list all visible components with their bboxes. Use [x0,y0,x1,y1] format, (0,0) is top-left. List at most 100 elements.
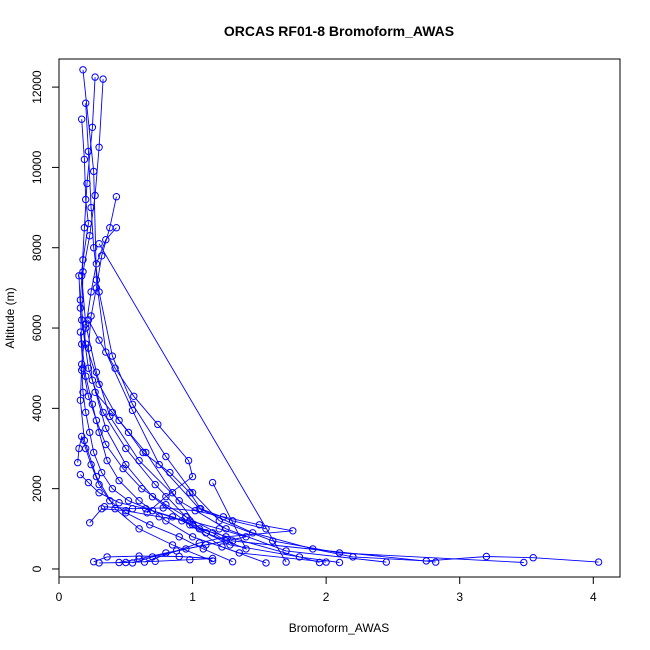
data-point [119,464,127,473]
data-point [186,517,194,525]
data-point [432,558,440,566]
data-point [95,489,103,497]
data-point [235,549,244,557]
data-point [168,513,177,521]
data-point [87,203,95,212]
data-point [135,525,143,533]
data-point [122,507,130,515]
data-point [188,472,197,481]
series-line [79,227,213,562]
data-point [148,493,157,501]
data-point [168,541,177,549]
data-point [215,517,224,525]
y-tick-label: 10000 [30,150,44,184]
data-point [168,489,177,497]
data-point [175,497,183,505]
data-point [95,380,103,388]
data-point [151,480,159,489]
data-point [335,549,344,557]
data-point [90,448,98,457]
data-point [90,558,98,566]
y-tick-label: 2000 [30,475,44,502]
data-point [146,521,154,529]
y-tick-label: 0 [30,565,44,572]
data-point [242,545,250,553]
series-line [94,392,267,530]
data-point [122,509,130,517]
data-point [84,147,93,156]
series-8 [95,240,290,566]
series-1 [79,66,603,566]
series-line [82,69,599,563]
data-point [102,440,110,449]
data-point [102,348,110,356]
data-point [222,537,230,545]
y-axis-label: Altitude (m) [3,287,17,348]
data-point [106,497,114,505]
data-point [242,533,250,541]
series-7 [76,224,217,565]
data-point [269,537,277,545]
y-tick-label: 4000 [30,395,44,422]
series-line [88,319,194,514]
data-point [115,476,123,485]
data-point [99,75,107,83]
data-point [92,260,101,268]
series-line [93,555,213,564]
data-point [208,529,217,537]
data-point [95,240,103,248]
series-line [98,243,287,563]
data-point [74,458,82,467]
x-tick-label: 2 [323,590,330,604]
data-point [115,416,123,425]
data-point [219,513,228,521]
series-11 [78,366,250,553]
x-axis-label: Bromoform_AWAS [289,621,389,635]
series-10 [76,328,344,567]
data-point [95,480,103,489]
data-point [140,558,149,566]
data-point [196,505,205,513]
data-point [262,525,270,533]
data-point [335,558,344,567]
data-point [520,558,528,567]
data-point [222,533,230,541]
data-point [295,553,304,561]
data-point [79,364,87,372]
data-point [76,470,85,479]
data-point [228,517,237,525]
data-point [79,268,87,276]
data-point [130,392,138,400]
data-point [82,195,90,204]
data-point [108,352,117,360]
data-point [382,558,390,566]
data-point [87,460,95,469]
data-point [79,388,87,396]
data-point [262,559,270,567]
data-point [226,541,234,549]
data-point [84,344,93,352]
data-point [128,505,137,513]
data-point [208,554,217,563]
data-point [159,504,167,512]
data-point [135,552,143,560]
data-point [91,191,99,200]
data-point [255,521,264,529]
series-17 [91,388,270,533]
data-point [139,448,147,457]
data-point [95,428,103,437]
data-point [162,452,170,461]
data-point [218,543,226,551]
data-point [76,396,85,404]
series-layer [74,66,603,567]
data-point [76,304,85,312]
data-point [124,428,133,437]
data-point [322,558,330,566]
data-point [178,517,186,525]
data-point [78,366,86,374]
series-line [81,77,387,563]
data-point [594,558,603,566]
